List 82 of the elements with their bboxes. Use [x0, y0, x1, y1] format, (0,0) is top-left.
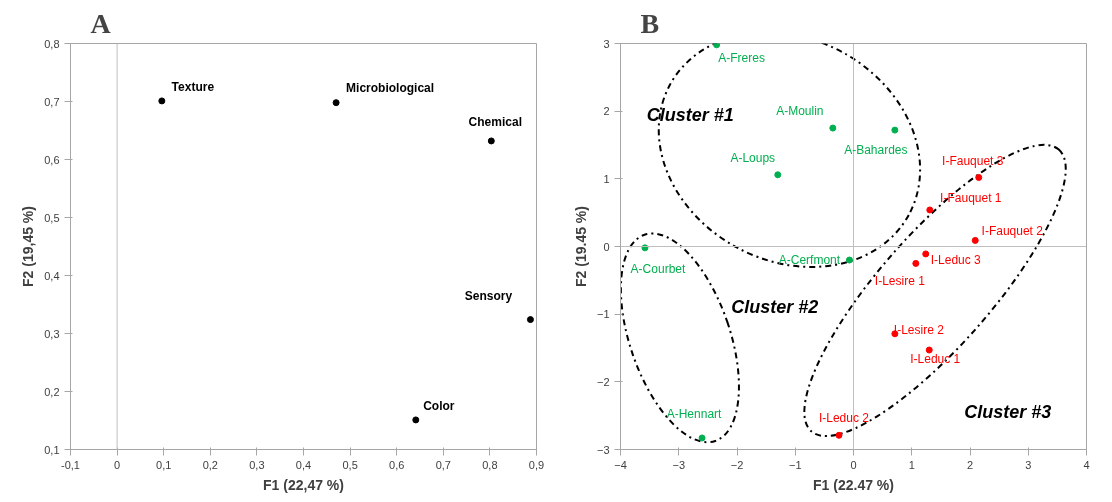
point [912, 259, 920, 267]
point [698, 434, 706, 442]
annotation: A-Moulin [776, 104, 824, 119]
annotation: Chemical [468, 114, 522, 129]
annotation: I-Lesire 1 [874, 274, 926, 289]
x-tick-label: −2 [730, 458, 744, 471]
point [774, 171, 782, 179]
point [922, 250, 930, 258]
y-tick-label: 3 [603, 37, 610, 50]
annotation: Sensory [464, 288, 513, 303]
annotation: I-Fauquet 1 [940, 190, 1002, 205]
annotation: I-Leduc 3 [930, 252, 982, 267]
y-tick-label: 0,1 [44, 443, 60, 456]
x-tick-label: 0,7 [435, 458, 451, 471]
x-axis-title: F1 (22,47 %) [263, 476, 344, 493]
annotation: Cluster #3 [964, 402, 1052, 423]
chart-title: A [90, 7, 112, 39]
x-tick-label: 1 [908, 458, 915, 471]
x-tick-label: 0,5 [342, 458, 358, 471]
chart-title: B [640, 7, 660, 39]
point [713, 43, 721, 49]
point [975, 173, 983, 181]
point [926, 206, 934, 214]
annotation: A-Hennart [666, 407, 723, 421]
point [332, 99, 340, 107]
y-tick-label: −3 [596, 443, 610, 456]
y-axis-title: F2 (19,45 %) [20, 206, 37, 287]
y-tick-label: 0,6 [44, 153, 60, 166]
y-tick-label: 0,4 [44, 269, 60, 282]
point [487, 137, 495, 145]
annotation: A-Cerfmont [778, 253, 841, 268]
x-tick-label: 0 [850, 458, 857, 471]
annotation: I-Lesire 2 [893, 322, 945, 337]
annotation: Color [423, 398, 455, 413]
annotation: A-Courbet [630, 261, 686, 276]
x-tick-label: 0,4 [295, 458, 312, 471]
x-tick-label: 3 [1025, 458, 1032, 471]
annotation: A-Bahardes [844, 143, 908, 158]
point [829, 124, 837, 132]
point [835, 431, 843, 439]
annotation: I-Leduc 1 [910, 352, 961, 367]
annotation: Texture [171, 79, 215, 94]
y-tick-label: 0,7 [44, 95, 60, 108]
x-tick-label: 4 [1083, 458, 1090, 471]
y-tick-label: 0,3 [44, 327, 60, 340]
point [526, 316, 534, 324]
point [925, 346, 933, 354]
y-tick-label: 0,5 [44, 211, 60, 224]
point [412, 416, 420, 424]
annotation: A-Loups [730, 150, 776, 165]
annotation: Cluster #2 [731, 297, 819, 318]
x-tick-label: 0,6 [389, 458, 405, 471]
y-tick-label: 0,8 [44, 37, 60, 50]
point [971, 236, 979, 244]
y-tick-label: 0,2 [44, 385, 60, 398]
y-tick-label: −1 [596, 308, 610, 321]
x-axis-title: F1 (22.47 %) [813, 476, 894, 493]
x-tick-label: 0,9 [528, 458, 545, 471]
annotation: I-Leduc 2 [818, 411, 870, 426]
y-tick-label: −2 [596, 375, 610, 388]
x-tick-label: −4 [614, 458, 627, 471]
x-tick-label: 0,1 [156, 458, 172, 471]
y-tick-label: 0 [603, 240, 610, 253]
x-tick-label: 2 [966, 458, 974, 471]
x-tick-label: −1 [788, 458, 802, 471]
annotation: Cluster #1 [646, 104, 734, 125]
x-tick-label: −3 [672, 458, 686, 471]
y-tick-label: 1 [603, 172, 610, 185]
y-tick-label: 2 [603, 105, 610, 118]
x-tick-label: 0,3 [249, 458, 265, 471]
annotation: I-Fauquet 2 [981, 224, 1044, 239]
annotation: Microbiological [346, 80, 435, 95]
x-tick-label: 0,8 [482, 458, 498, 471]
annotation: A-Freres [718, 50, 765, 65]
x-tick-label: 0,2 [202, 458, 218, 471]
point [158, 97, 166, 105]
point [891, 126, 899, 134]
x-tick-label: 0 [114, 458, 121, 471]
point [845, 256, 853, 264]
x-tick-label: -0,1 [61, 458, 80, 471]
y-axis-title: F2 (19.45 %) [572, 206, 589, 287]
annotation: I-Fauquet 3 [942, 154, 1004, 169]
